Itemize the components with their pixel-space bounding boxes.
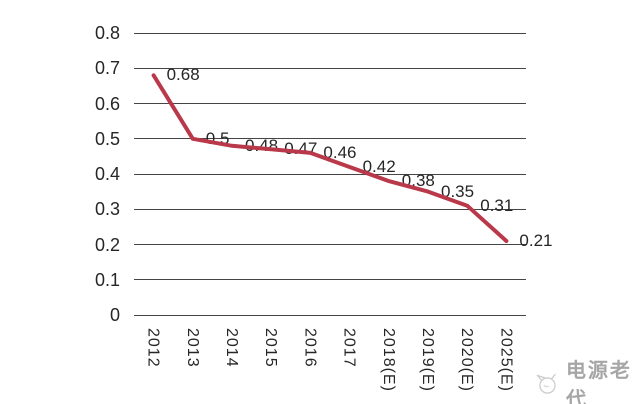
y-axis-label: 0.5 (94, 128, 120, 149)
y-axis-label: 0.4 (94, 164, 120, 184)
watermark-text: 电源老代 (565, 360, 632, 404)
gridline (134, 67, 526, 69)
x-axis-label: 2020(E) (458, 328, 476, 392)
y-axis-label: 0.3 (94, 199, 120, 220)
x-axis-label: 2016 (301, 328, 319, 368)
x-axis-label: 2014 (223, 328, 240, 368)
watermark: 电源老代 (534, 354, 640, 404)
x-axis-label: 2019(E) (419, 328, 436, 392)
data-label: 0.42 (362, 156, 396, 176)
gridline (134, 208, 526, 210)
x-axis-label: 2015 (262, 328, 280, 368)
trend-line (151, 73, 509, 243)
data-label: 0.31 (480, 195, 514, 215)
gridline (134, 244, 526, 245)
x-axis-label: 2025(E) (497, 328, 515, 392)
data-label: 0.21 (519, 230, 553, 250)
gridline (134, 32, 526, 34)
x-axis-label: 2012 (144, 328, 162, 368)
gridline (134, 173, 526, 175)
gridline (134, 279, 526, 281)
data-label: 0.35 (441, 181, 475, 201)
gridline (134, 138, 526, 140)
data-label: 0.46 (323, 142, 357, 162)
data-label: 0.68 (166, 65, 200, 85)
x-axis-label: 2018(E) (379, 328, 397, 392)
y-axis-label: 0.8 (94, 23, 120, 43)
watermark-logo-icon (536, 373, 556, 394)
y-axis-label: 0.1 (94, 269, 120, 290)
x-axis-label: 2017 (340, 328, 358, 368)
y-axis-label: 0.6 (94, 93, 120, 114)
y-axis-label: 0.2 (94, 234, 120, 255)
y-axis-label: 0 (109, 305, 120, 325)
gridline (134, 314, 526, 316)
gridline (134, 103, 526, 104)
y-axis-label: 0.7 (94, 58, 120, 79)
x-axis-label: 2013 (183, 328, 201, 368)
